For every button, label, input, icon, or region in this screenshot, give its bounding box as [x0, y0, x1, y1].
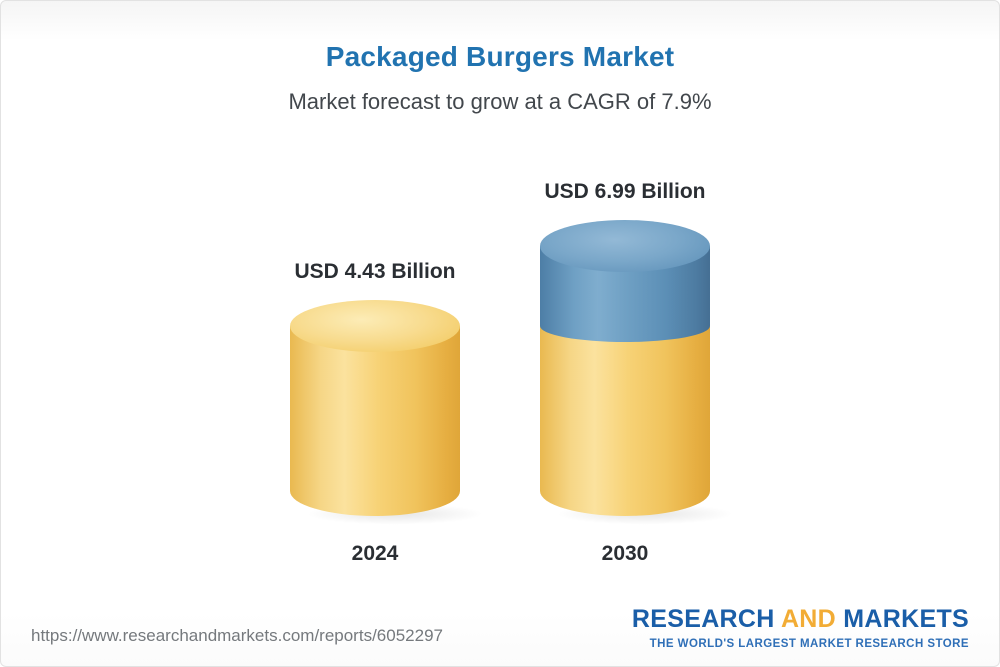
year-label-2030: 2030 [601, 542, 649, 565]
chart-title: Packaged Burgers Market [325, 41, 675, 72]
logo-word-and: AND [780, 605, 837, 633]
logo-wordmark: RESEARCH AND MARKETS [632, 605, 969, 634]
cylinder-top-2030 [540, 220, 710, 273]
cylinder-segment-2024-base [290, 299, 460, 516]
chart-header: Packaged Burgers Market Market forecast … [1, 1, 999, 115]
research-and-markets-logo: RESEARCH AND MARKETS THE WORLD'S LARGEST… [632, 605, 969, 650]
logo-word-markets: MARKETS [843, 605, 969, 633]
cylinder-2030 [540, 220, 736, 525]
cylinder-segment-2030-base [540, 325, 710, 516]
value-label-2030: USD 6.99 Billion [544, 180, 706, 204]
value-label-2024: USD 4.43 Billion [294, 259, 456, 283]
chart-subtitle: Market forecast to grow at a CAGR of 7.9… [288, 89, 712, 114]
year-label-2024: 2024 [351, 542, 399, 565]
bar-group-2024: USD 4.43 Billion 2024 [290, 259, 486, 566]
bar-chart: USD 4.43 Billion 2024 USD 6.99 Billion 2… [1, 180, 999, 566]
bar-group-2030: USD 6.99 Billion 2030 [540, 180, 736, 566]
cylinder-top-2024 [290, 299, 460, 352]
cylinder-segment-2030-growth [540, 220, 710, 342]
logo-word-research: RESEARCH [631, 605, 775, 633]
cylinder-2024 [290, 299, 486, 526]
logo-tagline: THE WORLD'S LARGEST MARKET RESEARCH STOR… [649, 638, 969, 650]
report-url: https://www.researchandmarkets.com/repor… [31, 626, 443, 645]
